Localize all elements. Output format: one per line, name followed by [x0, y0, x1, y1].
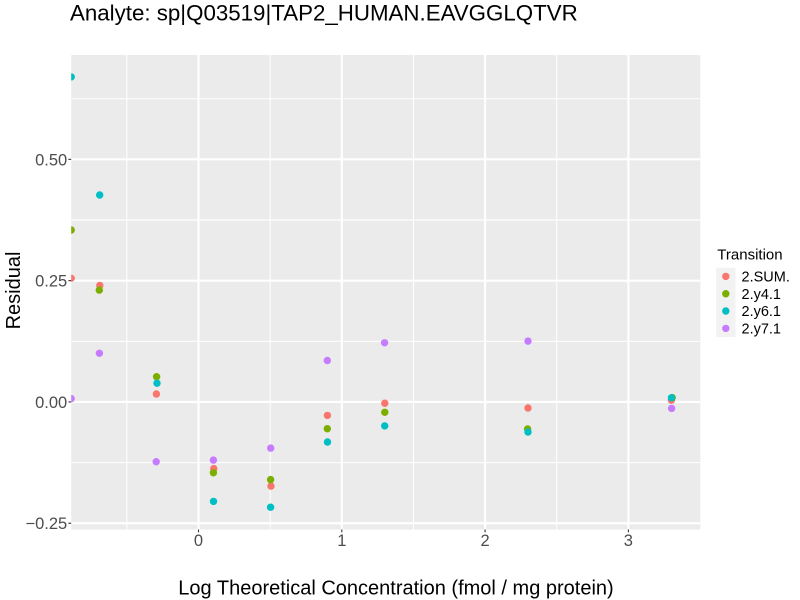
svg-text:2.y6.1: 2.y6.1 — [742, 304, 782, 320]
svg-text:2.SUM.: 2.SUM. — [742, 270, 790, 286]
svg-text:0: 0 — [194, 532, 203, 550]
svg-text:Transition: Transition — [717, 246, 782, 263]
svg-text:0.50: 0.50 — [35, 151, 67, 169]
svg-text:Log Theoretical Concentration: Log Theoretical Concentration (fmol / mg… — [178, 578, 613, 600]
svg-text:0.00: 0.00 — [35, 394, 67, 412]
svg-text:0.25: 0.25 — [35, 273, 67, 291]
svg-text:Analyte: sp|Q03519|TAP2_HUMAN.: Analyte: sp|Q03519|TAP2_HUMAN.EAVGGLQTVR — [70, 1, 578, 26]
svg-text:2.y4.1: 2.y4.1 — [742, 287, 782, 303]
svg-text:−0.25: −0.25 — [25, 515, 67, 533]
svg-text:Residual: Residual — [3, 252, 25, 330]
svg-text:3: 3 — [624, 532, 633, 550]
svg-text:2.y7.1: 2.y7.1 — [742, 322, 782, 338]
svg-text:1: 1 — [337, 532, 346, 550]
svg-text:2: 2 — [481, 532, 490, 550]
